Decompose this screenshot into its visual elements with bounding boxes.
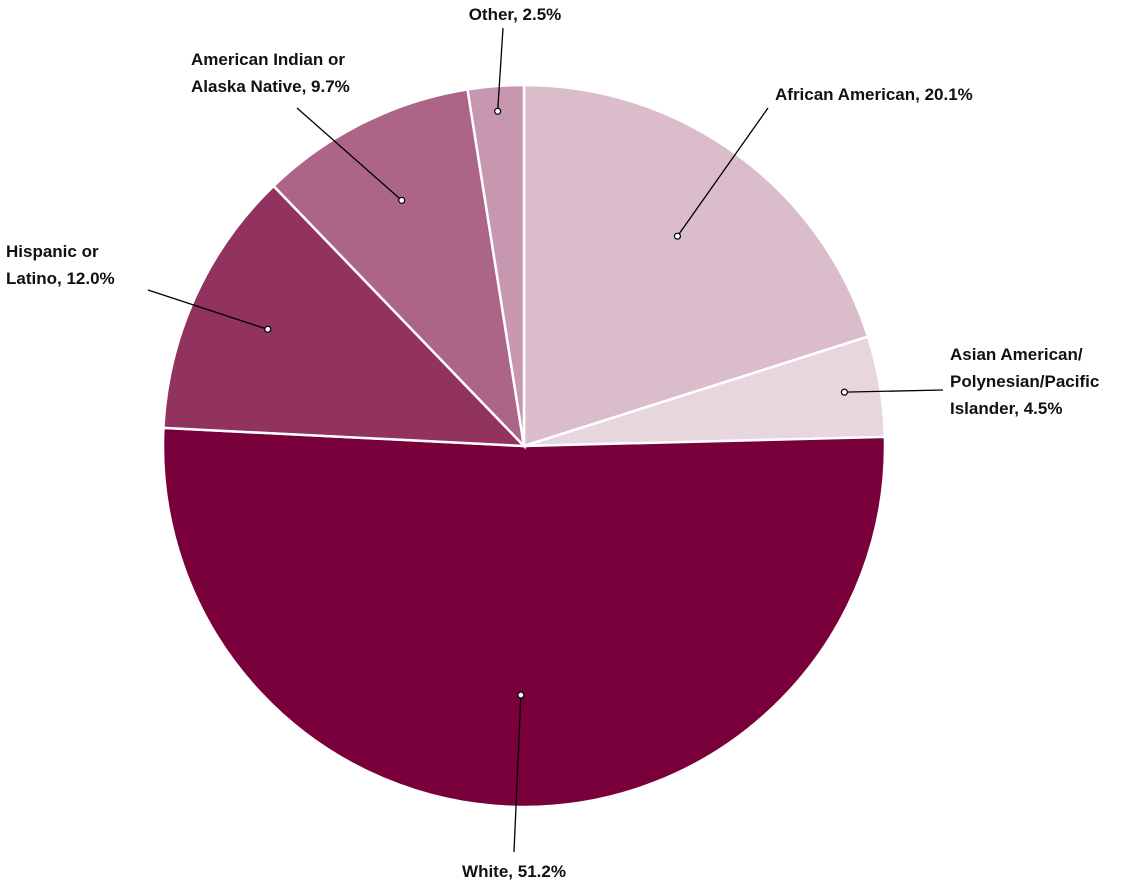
slice-label-white: White, 51.2% [462,862,566,881]
leader-line-african-american [676,107,769,237]
leader-line-asian-american-polynesian-pacific-islander [844,389,944,393]
pie-slice-hispanic-or-latino [162,184,528,448]
leader-lines [147,27,944,853]
slice-label-african-american: African American, 20.1% [775,85,973,104]
leader-anchor-african-american [673,232,682,240]
leader-anchor-hispanic-or-latino [264,325,272,333]
slice-label-asian-american-polynesian-pacific-islander: Asian American/Polynesian/Pacific Islande… [950,345,1099,418]
pie-slice-american-indian-or-alaska-native [271,88,526,450]
pie-slice-other [466,83,526,447]
leader-anchor-white [517,691,525,699]
leader-line-white [513,695,522,853]
slice-label-other: Other, 2.5% [469,5,562,24]
slice-labels: African American, 20.1% Asian American/Po… [6,5,1099,881]
leader-line-hispanic-or-latino [147,289,268,330]
leader-line-other [497,27,504,112]
leader-anchor-american-indian-or-alaska-native [398,196,406,204]
slice-label-hispanic-or-latino: Hispanic or Latino, 12.0% [6,242,115,288]
slice-label-american-indian-or-alaska-native: American Indian or Alaska Native, 9.7% [191,50,350,96]
pie-slice-african-american [522,83,870,448]
leader-anchor-other [494,107,502,115]
pie-slices [161,83,887,809]
leader-anchor-asian-american-polynesian-pacific-islander [840,388,849,396]
leader-line-american-indian-or-alaska-native [296,107,403,201]
pie-slice-white [161,426,887,809]
